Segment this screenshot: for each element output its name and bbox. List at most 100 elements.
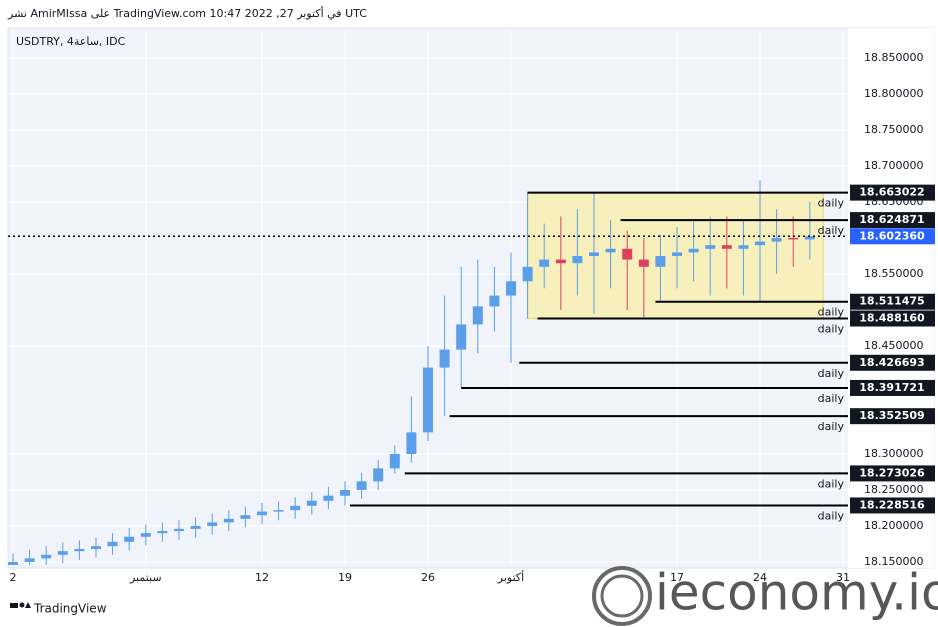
watermark: ieconomy.io — [655, 564, 938, 622]
level-note: daily — [818, 197, 845, 210]
brand-logo — [10, 602, 31, 608]
candle-body — [555, 259, 566, 264]
level-label-box — [850, 354, 935, 371]
candle-body — [174, 528, 184, 532]
x-tick-label: سبتمبر — [129, 571, 162, 584]
candle-body — [356, 481, 367, 490]
y-tick-label: 18.550000 — [864, 267, 924, 280]
level-label-box — [850, 310, 935, 327]
candle-body — [572, 255, 583, 264]
last-price-box — [850, 228, 935, 245]
candle-body — [24, 558, 35, 562]
candle-body — [124, 536, 135, 542]
level-label-box — [850, 379, 935, 396]
level-label: 18.352509 — [859, 409, 924, 422]
level-label: 18.663022 — [859, 186, 924, 199]
y-tick-label: 18.300000 — [864, 447, 924, 460]
candle-body — [306, 500, 317, 506]
plot — [8, 30, 848, 565]
candle-body — [406, 432, 417, 454]
level-label: 18.488160 — [859, 312, 925, 325]
candle-body — [107, 541, 118, 547]
x-tick-label: 26 — [421, 571, 435, 584]
x-tick-label: أكتوبر — [497, 570, 524, 584]
candle-body — [506, 281, 516, 296]
watermark-logo — [592, 566, 652, 626]
x-tick-label: 31 — [836, 571, 850, 584]
candle-body — [738, 245, 749, 249]
candle-body — [74, 549, 85, 552]
level-note: daily — [818, 477, 845, 490]
level-label-box — [850, 408, 935, 425]
y-tick-label: 18.850000 — [864, 51, 924, 64]
candle-body — [290, 505, 301, 511]
candle-body — [804, 236, 815, 240]
x-tick-label: 2 — [9, 571, 16, 584]
y-tick-label: 18.800000 — [864, 87, 924, 100]
candle-body — [721, 245, 732, 249]
candle-body — [755, 241, 765, 246]
candle-body — [605, 248, 616, 253]
candle-body — [157, 531, 168, 534]
candle-body — [340, 489, 350, 496]
candle-body — [489, 295, 500, 307]
level-label: 18.391721 — [859, 381, 924, 394]
candle-body — [655, 255, 666, 267]
level-note: daily — [818, 306, 845, 319]
candle-body — [672, 252, 682, 256]
x-tick-label: 12 — [255, 571, 269, 584]
level-label: 18.624871 — [859, 213, 924, 226]
level-label-box — [850, 212, 935, 229]
level-note: daily — [818, 420, 845, 433]
x-tick-label: 19 — [338, 571, 352, 584]
candle-body — [8, 561, 18, 565]
x-tick-label: 24 — [753, 571, 767, 584]
candle-body — [57, 551, 68, 555]
candle-body — [91, 546, 101, 550]
candle-body — [688, 248, 699, 253]
candle-body — [439, 349, 450, 368]
x-tick-label: 17 — [670, 571, 684, 584]
candle-body — [622, 248, 633, 260]
level-note: daily — [818, 509, 845, 522]
y-tick-label: 18.700000 — [864, 159, 924, 172]
last-price-label: 18.602360 — [859, 229, 925, 242]
level-note: daily — [818, 224, 845, 237]
candle-body — [788, 237, 799, 240]
candle-body — [472, 306, 483, 325]
candle-body — [140, 533, 151, 537]
level-label: 18.273026 — [859, 466, 925, 479]
candle-body — [41, 554, 52, 559]
y-tick-label: 18.750000 — [864, 123, 924, 136]
candle-body — [423, 367, 433, 433]
level-label: 18.511475 — [859, 295, 924, 308]
candle-body — [705, 245, 716, 249]
level-label: 18.228516 — [859, 498, 925, 511]
level-note: daily — [818, 392, 845, 405]
candle-body — [539, 259, 550, 267]
candle-body — [240, 515, 251, 519]
candle-body — [638, 259, 649, 267]
candle-body — [273, 510, 284, 512]
brand: TradingView — [33, 602, 107, 616]
y-tick-label: 18.450000 — [864, 339, 924, 352]
y-tick-label: 18.150000 — [864, 555, 924, 568]
level-label-box — [850, 293, 935, 310]
candle-body — [323, 495, 334, 501]
candle-body — [771, 237, 782, 242]
candle-body — [190, 525, 201, 529]
level-label: 18.426693 — [859, 356, 924, 369]
candle-body — [257, 511, 267, 516]
level-label-box — [850, 497, 935, 514]
symbol: USDTRY, 4ساعة, IDC — [16, 35, 126, 48]
y-tick-label: 18.250000 — [864, 483, 924, 496]
candle-body — [589, 252, 599, 256]
candle-body — [207, 522, 218, 526]
candle-body — [456, 324, 467, 350]
y-tick-label: 18.200000 — [864, 519, 924, 532]
header: نشر AmirMIssa على TradingView.com في أكت… — [7, 6, 367, 20]
candle-body — [389, 453, 400, 469]
candle-body — [223, 518, 234, 523]
